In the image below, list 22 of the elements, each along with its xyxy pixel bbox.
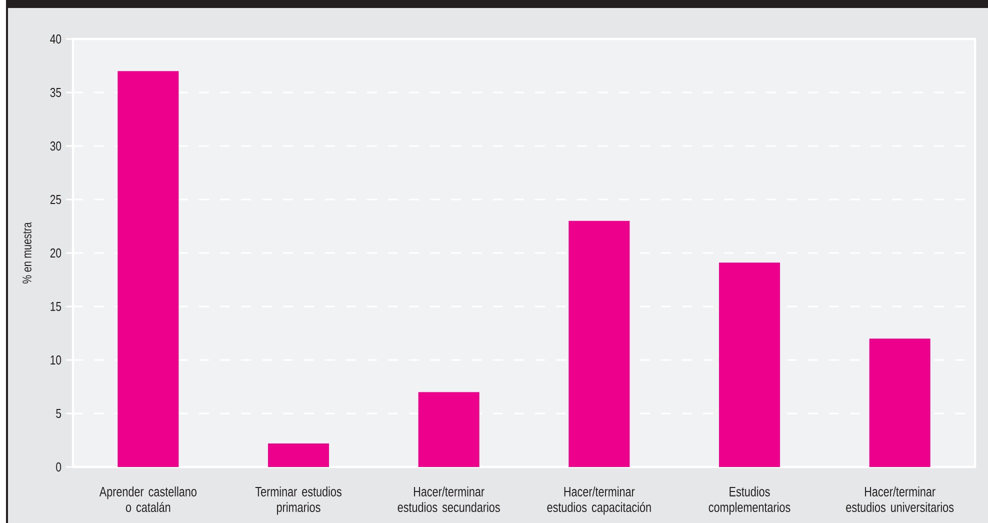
y-tick-label: 5 xyxy=(56,408,62,418)
y-tick-label: 30 xyxy=(50,141,62,151)
x-tick-label: Aprender castellano o catalán xyxy=(99,486,196,512)
y-tick-label: 20 xyxy=(50,248,62,258)
x-tick-label: Hacer/terminar estudios secundarios xyxy=(398,486,500,512)
bar xyxy=(568,220,630,467)
x-tick-label: Hacer/terminar estudios capacitación xyxy=(547,486,651,515)
y-tick-label: 10 xyxy=(50,355,62,365)
x-tick-label: Estudios complementarios xyxy=(708,486,790,515)
y-tick-label: 25 xyxy=(50,194,62,204)
x-tick-label: Terminar estudios primarios xyxy=(255,486,342,515)
y-tick-label: 15 xyxy=(50,302,62,312)
y-tick-label: 40 xyxy=(50,34,62,44)
bar xyxy=(869,338,930,467)
bar xyxy=(268,443,330,467)
bar xyxy=(418,392,480,467)
bar xyxy=(118,71,179,467)
bar xyxy=(719,262,780,467)
x-tick-label: Hacer/terminar estudios universitarios xyxy=(846,486,954,512)
y-tick-label: 0 xyxy=(56,462,62,472)
y-tick-label: 35 xyxy=(50,88,62,98)
y-axis-title: % en muestra xyxy=(22,222,32,284)
